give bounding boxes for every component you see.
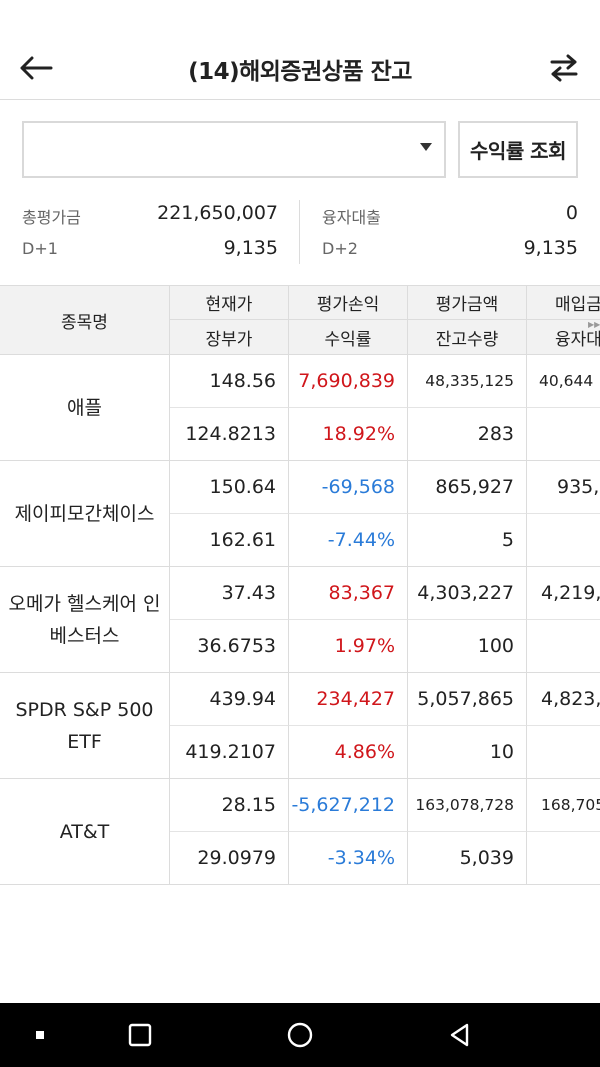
cell-return: 18.92%	[289, 408, 408, 461]
cell-pnl: -69,568	[289, 461, 408, 514]
col-header-name: 종목명	[0, 286, 170, 355]
cell-buy: 935,	[527, 461, 600, 514]
swap-button[interactable]	[544, 48, 584, 88]
cell-price: 37.43	[170, 567, 289, 620]
cell-pnl: -5,627,212	[289, 779, 408, 832]
app-header: (14)해외증권상품 잔고	[0, 0, 600, 100]
cell-book-price: 162.61	[170, 514, 289, 567]
cell-book-price: 36.6753	[170, 620, 289, 673]
cell-price: 28.15	[170, 779, 289, 832]
total-eval-label: 총평가금	[22, 208, 81, 227]
cell-eval: 865,927	[408, 461, 527, 514]
table-row-name[interactable]: AT&T	[0, 779, 170, 885]
cell-margin	[527, 514, 600, 567]
balance-summary: 총평가금 221,650,007 D+1 9,135 융자대출 0 D+2 9,…	[0, 198, 600, 270]
account-select[interactable]	[22, 121, 446, 178]
holdings-table: 종목명 현재가 장부가 평가손익 수익률 평가금액 잔고수량 매입금 융자대 ▶…	[0, 285, 600, 885]
summary-divider	[299, 200, 300, 264]
col-header-return: 수익률	[289, 320, 408, 355]
chevron-down-icon	[420, 143, 432, 151]
home-button[interactable]	[260, 1003, 340, 1067]
cell-buy: 40,644	[527, 355, 600, 408]
return-query-button[interactable]: 수익률 조회	[458, 121, 578, 178]
cell-eval: 163,078,728	[408, 779, 527, 832]
cell-price: 148.56	[170, 355, 289, 408]
cell-pnl: 234,427	[289, 673, 408, 726]
recent-apps-icon	[128, 1023, 152, 1047]
system-nav-bar	[0, 1003, 600, 1067]
cell-qty: 5	[408, 514, 527, 567]
cell-margin	[527, 620, 600, 673]
cell-return: -7.44%	[289, 514, 408, 567]
loan-label: 융자대출	[322, 208, 381, 227]
loan-value: 0	[565, 202, 578, 224]
cell-qty: 5,039	[408, 832, 527, 885]
cell-book-price: 419.2107	[170, 726, 289, 779]
col-header-buy: 매입금	[527, 286, 600, 320]
cell-return: 4.86%	[289, 726, 408, 779]
recent-apps-button[interactable]	[100, 1003, 180, 1067]
total-eval-value: 221,650,007	[157, 202, 278, 224]
cell-margin	[527, 408, 600, 461]
cell-return: 1.97%	[289, 620, 408, 673]
cell-price: 439.94	[170, 673, 289, 726]
cell-margin	[527, 832, 600, 885]
table-row-name[interactable]: 제이피모간체이스	[0, 461, 170, 567]
cell-pnl: 7,690,839	[289, 355, 408, 408]
col-header-qty: 잔고수량	[408, 320, 527, 355]
cell-qty: 100	[408, 620, 527, 673]
home-icon	[287, 1022, 313, 1048]
col-header-pnl: 평가손익	[289, 286, 408, 320]
cell-book-price: 124.8213	[170, 408, 289, 461]
cell-buy: 4,823,	[527, 673, 600, 726]
menu-button[interactable]	[0, 1003, 80, 1067]
col-header-price: 현재가	[170, 286, 289, 320]
nav-back-icon	[450, 1023, 469, 1047]
cell-pnl: 83,367	[289, 567, 408, 620]
col-header-eval: 평가금액	[408, 286, 527, 320]
arrow-left-icon	[20, 56, 53, 80]
cell-buy: 168,705	[527, 779, 600, 832]
cell-price: 150.64	[170, 461, 289, 514]
scroll-right-icon[interactable]: ▶▶	[588, 320, 600, 329]
col-header-margin: 융자대	[527, 320, 600, 355]
d2-value: 9,135	[523, 237, 578, 259]
back-button[interactable]	[16, 48, 56, 88]
cell-eval: 4,303,227	[408, 567, 527, 620]
table-row-name[interactable]: 오메가 헬스케어 인베스터스	[0, 567, 170, 673]
table-row-name[interactable]: SPDR S&P 500 ETF	[0, 673, 170, 779]
swap-arrows-icon	[550, 54, 578, 82]
menu-dot-icon	[36, 1031, 44, 1039]
cell-qty: 283	[408, 408, 527, 461]
cell-book-price: 29.0979	[170, 832, 289, 885]
cell-return: -3.34%	[289, 832, 408, 885]
cell-margin	[527, 726, 600, 779]
cell-qty: 10	[408, 726, 527, 779]
cell-eval: 48,335,125	[408, 355, 527, 408]
table-row-name[interactable]: 애플	[0, 355, 170, 461]
col-header-book-price: 장부가	[170, 320, 289, 355]
page-title: (14)해외증권상품 잔고	[188, 59, 412, 85]
d2-label: D+2	[322, 239, 358, 258]
d1-label: D+1	[22, 239, 58, 258]
cell-eval: 5,057,865	[408, 673, 527, 726]
nav-back-button[interactable]	[420, 1003, 500, 1067]
cell-buy: 4,219,	[527, 567, 600, 620]
d1-value: 9,135	[223, 237, 278, 259]
